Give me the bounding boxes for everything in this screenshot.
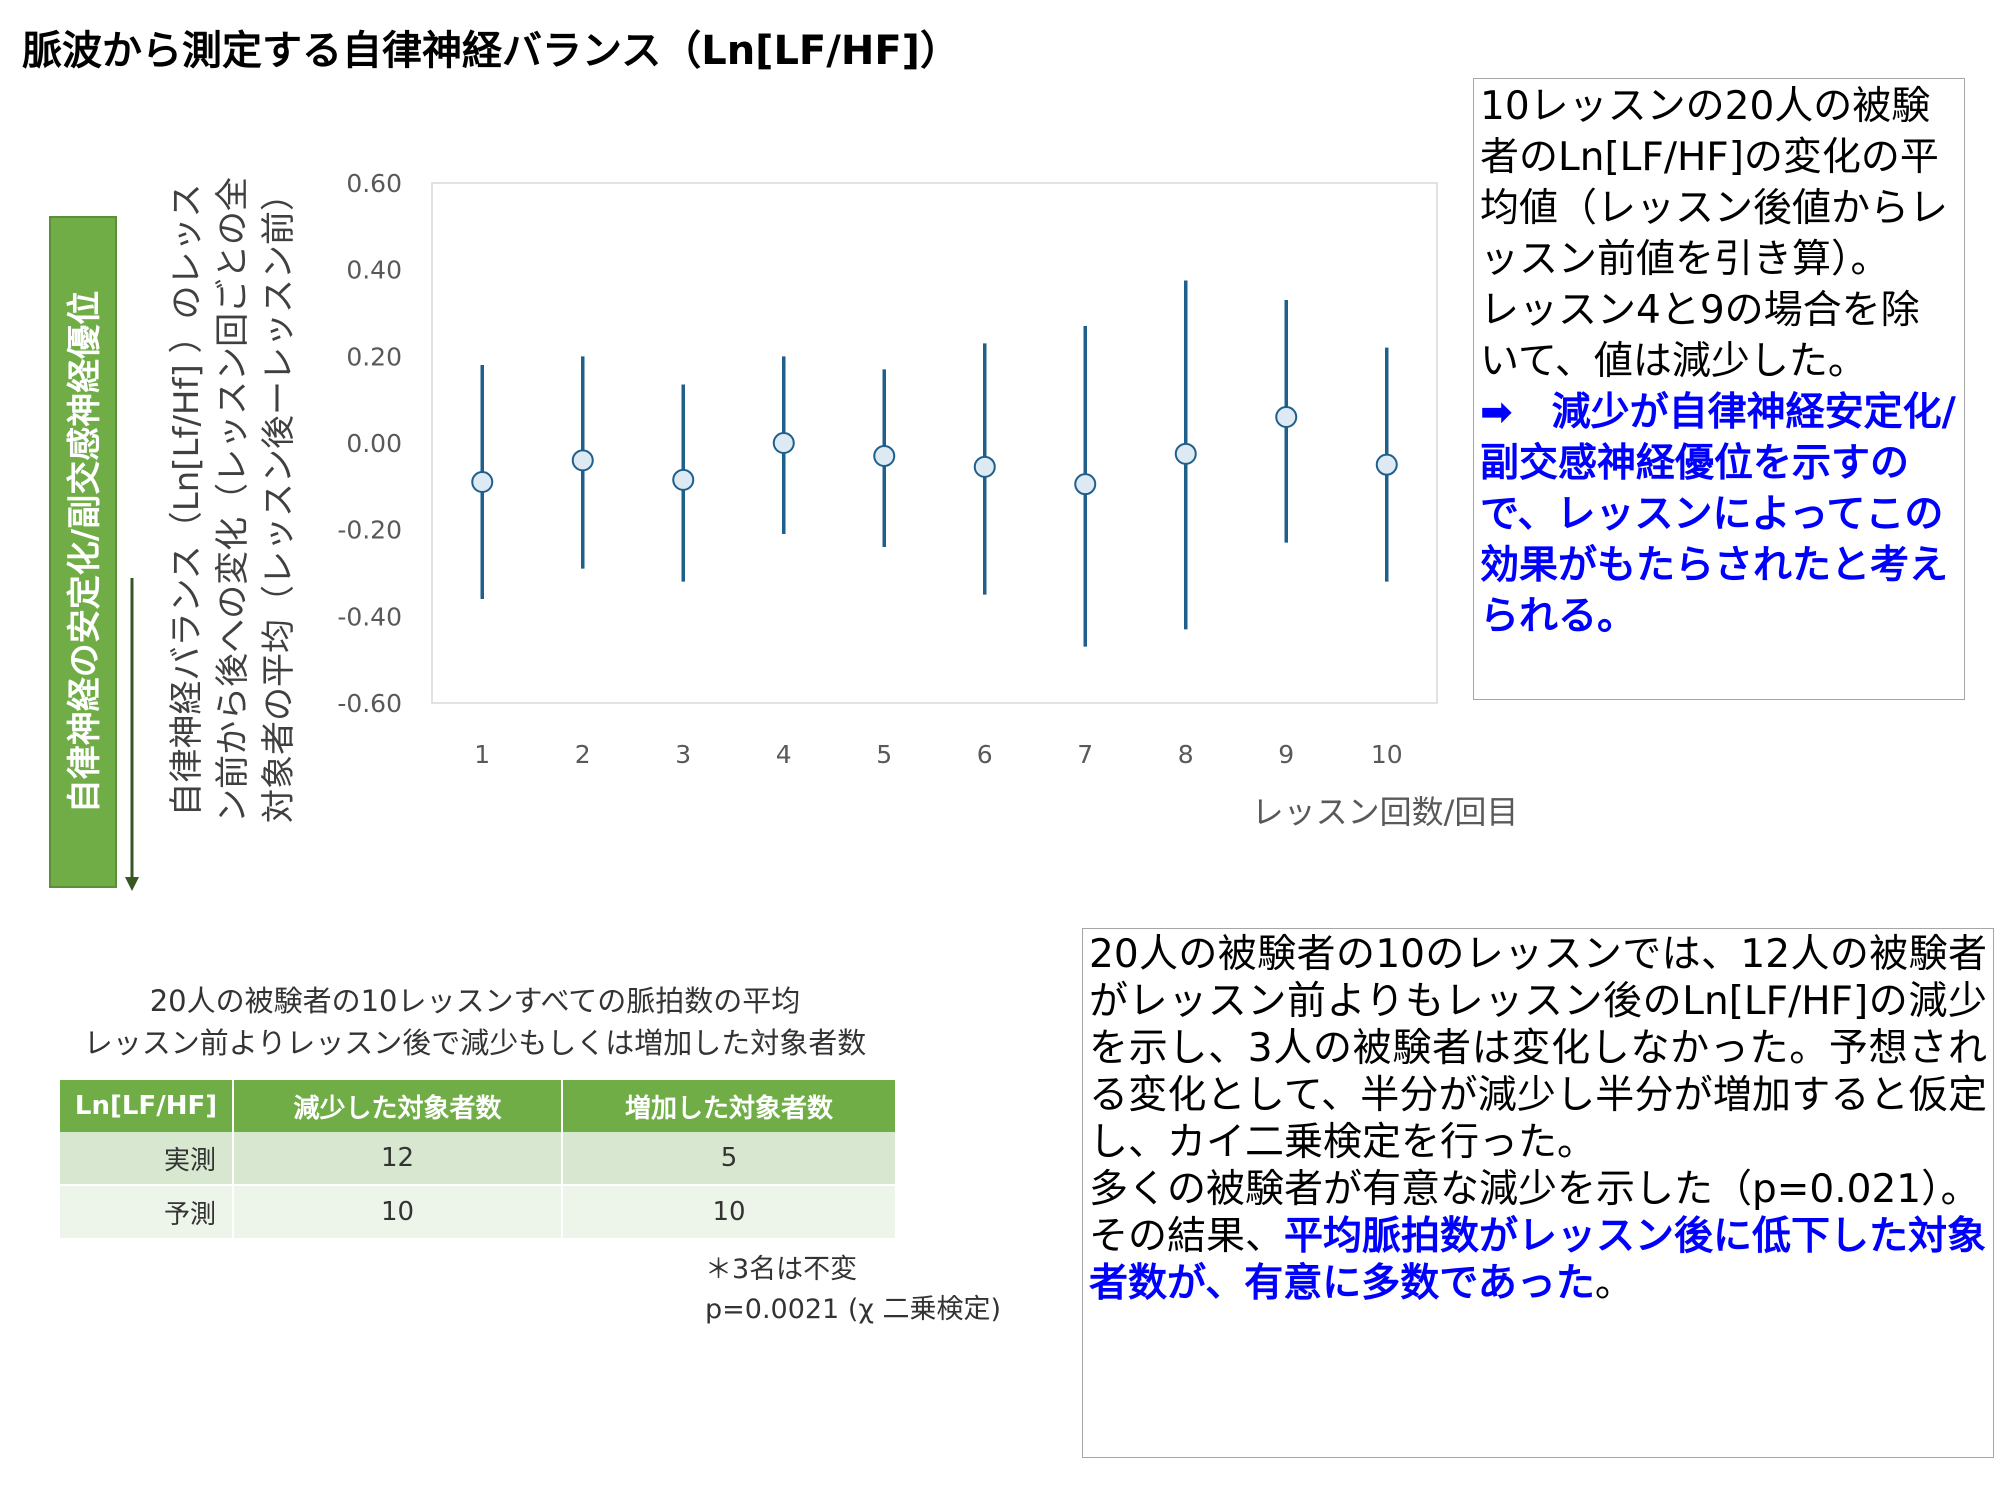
analysis-text-plain: その結果、: [1089, 1214, 1285, 1259]
table-row: 実測 12 5: [60, 1132, 895, 1185]
table-header-row: Ln[LF/HF] 減少した対象者数 増加した対象者数: [60, 1080, 895, 1132]
y-tick-label: 0.20: [346, 342, 402, 371]
data-point: [1375, 453, 1398, 476]
x-tick-label: 6: [977, 740, 993, 769]
summary-text-1: 10レッスンの20人の被験者のLn[LF/HF]の変化の平均値（レッスン後値から…: [1480, 84, 1949, 282]
table-note: ＊3名は不変 p=0.0021 (χ 二乗検定): [705, 1250, 1001, 1330]
x-tick-label: 8: [1178, 740, 1194, 769]
data-point: [772, 432, 795, 454]
note-line-1: ＊3名は不変: [705, 1254, 858, 1285]
table-row: 予測 10 10: [60, 1184, 895, 1238]
summary-box-chart: 10レッスンの20人の被験者のLn[LF/HF]の変化の平均値（レッスン後値から…: [1473, 78, 1965, 700]
table-cell: 予測: [60, 1184, 234, 1238]
analysis-conclusion: 平均脈拍数がレッスン後に低下した対象者数が、有意に多数であった: [1089, 1214, 1987, 1306]
analysis-paragraph-3: その結果、平均脈拍数がレッスン後に低下した対象者数が、有意に多数であった。: [1089, 1213, 1987, 1307]
table-caption-line-1: 20人の被験者の10レッスンすべての脈拍数の平均: [149, 984, 801, 1018]
y-axis-title-line-2: ン前から後への変化（レッスン回ごとの全: [213, 177, 253, 823]
table-caption: 20人の被験者の10レッスンすべての脈拍数の平均 レッスン前よりレッスン後で減少…: [60, 980, 890, 1064]
data-point: [1074, 473, 1097, 496]
table-header-cell: 増加した対象者数: [562, 1080, 895, 1132]
side-label: 自律神経の安定化/副交感神経優位: [65, 291, 105, 813]
data-point: [873, 445, 896, 467]
y-tick-label: 0.60: [346, 169, 402, 198]
table-caption-line-2: レッスン前よりレッスン後で減少もしくは増加した対象者数: [83, 1026, 867, 1060]
x-tick-label: 9: [1278, 740, 1294, 769]
analysis-text-end: 。: [1594, 1261, 1634, 1306]
table-header-cell: 減少した対象者数: [233, 1080, 563, 1132]
y-axis-title-line-1: 自律神経バランス（Ln[Lf/Hf] ）のレッス: [167, 183, 207, 816]
x-tick-label: 4: [776, 740, 792, 769]
y-tick-label: -0.20: [337, 516, 402, 545]
summary-text-2: レッスン4と9の場合を除いて、値は減少した。: [1480, 288, 1920, 384]
table-cell: 5: [562, 1132, 895, 1185]
summary-conclusion: ➡ 減少が自律神経安定化/副交感神経優位を示すので、レッスンによってこの効果がも…: [1480, 390, 1956, 639]
x-tick-label: 1: [474, 740, 490, 769]
note-line-2: p=0.0021 (χ 二乗検定): [705, 1294, 1002, 1325]
data-point: [973, 455, 996, 478]
data-point: [1275, 406, 1298, 428]
x-tick-label: 5: [876, 740, 892, 769]
data-point: [571, 449, 594, 472]
page-title: 脈波から測定する自律神経バランス（Ln[LF/HF]）: [22, 28, 960, 74]
table-cell: 10: [233, 1184, 563, 1238]
x-tick-label: 7: [1077, 740, 1093, 769]
table-cell: 実測: [60, 1132, 234, 1185]
analysis-paragraph-2: 多くの被験者が有意な減少を示した（p=0.021）。: [1089, 1167, 1980, 1212]
y-tick-label: 0.40: [346, 256, 402, 285]
y-tick-label: -0.40: [337, 602, 402, 631]
y-axis-title-line-3: 対象者の平均（レッスン後ーレッスン前）: [259, 177, 299, 823]
table-cell: 10: [562, 1184, 895, 1238]
data-point: [471, 471, 494, 493]
analysis-paragraph-1: 20人の被験者の10のレッスンでは、12人の被験者がレッスン前よりもレッスン後の…: [1089, 932, 1987, 1165]
chi-square-table: Ln[LF/HF] 減少した対象者数 増加した対象者数 実測 12 5 予測 1…: [60, 1080, 895, 1238]
y-tick-label: 0.00: [346, 429, 402, 458]
summary-box-table: 20人の被験者の10のレッスンでは、12人の被験者がレッスン前よりもレッスン後の…: [1082, 928, 1994, 1458]
data-point: [1174, 442, 1197, 465]
x-tick-label: 3: [675, 740, 691, 769]
down-arrow-icon: [125, 877, 139, 891]
x-tick-label: 10: [1371, 740, 1403, 769]
side-bar: [49, 216, 117, 888]
chart: 自律神経の安定化/副交感神経優位 自律神経バランス（Ln[Lf/Hf] ）のレッ…: [49, 169, 1519, 891]
x-tick-label: 2: [575, 740, 591, 769]
plot-area: [431, 182, 1438, 704]
table-header-cell: Ln[LF/HF]: [60, 1080, 234, 1132]
y-tick-label: -0.60: [337, 689, 402, 718]
table-cell: 12: [233, 1132, 563, 1185]
x-axis-title: レッスン回数/回目: [1252, 793, 1519, 831]
data-point: [672, 468, 695, 491]
